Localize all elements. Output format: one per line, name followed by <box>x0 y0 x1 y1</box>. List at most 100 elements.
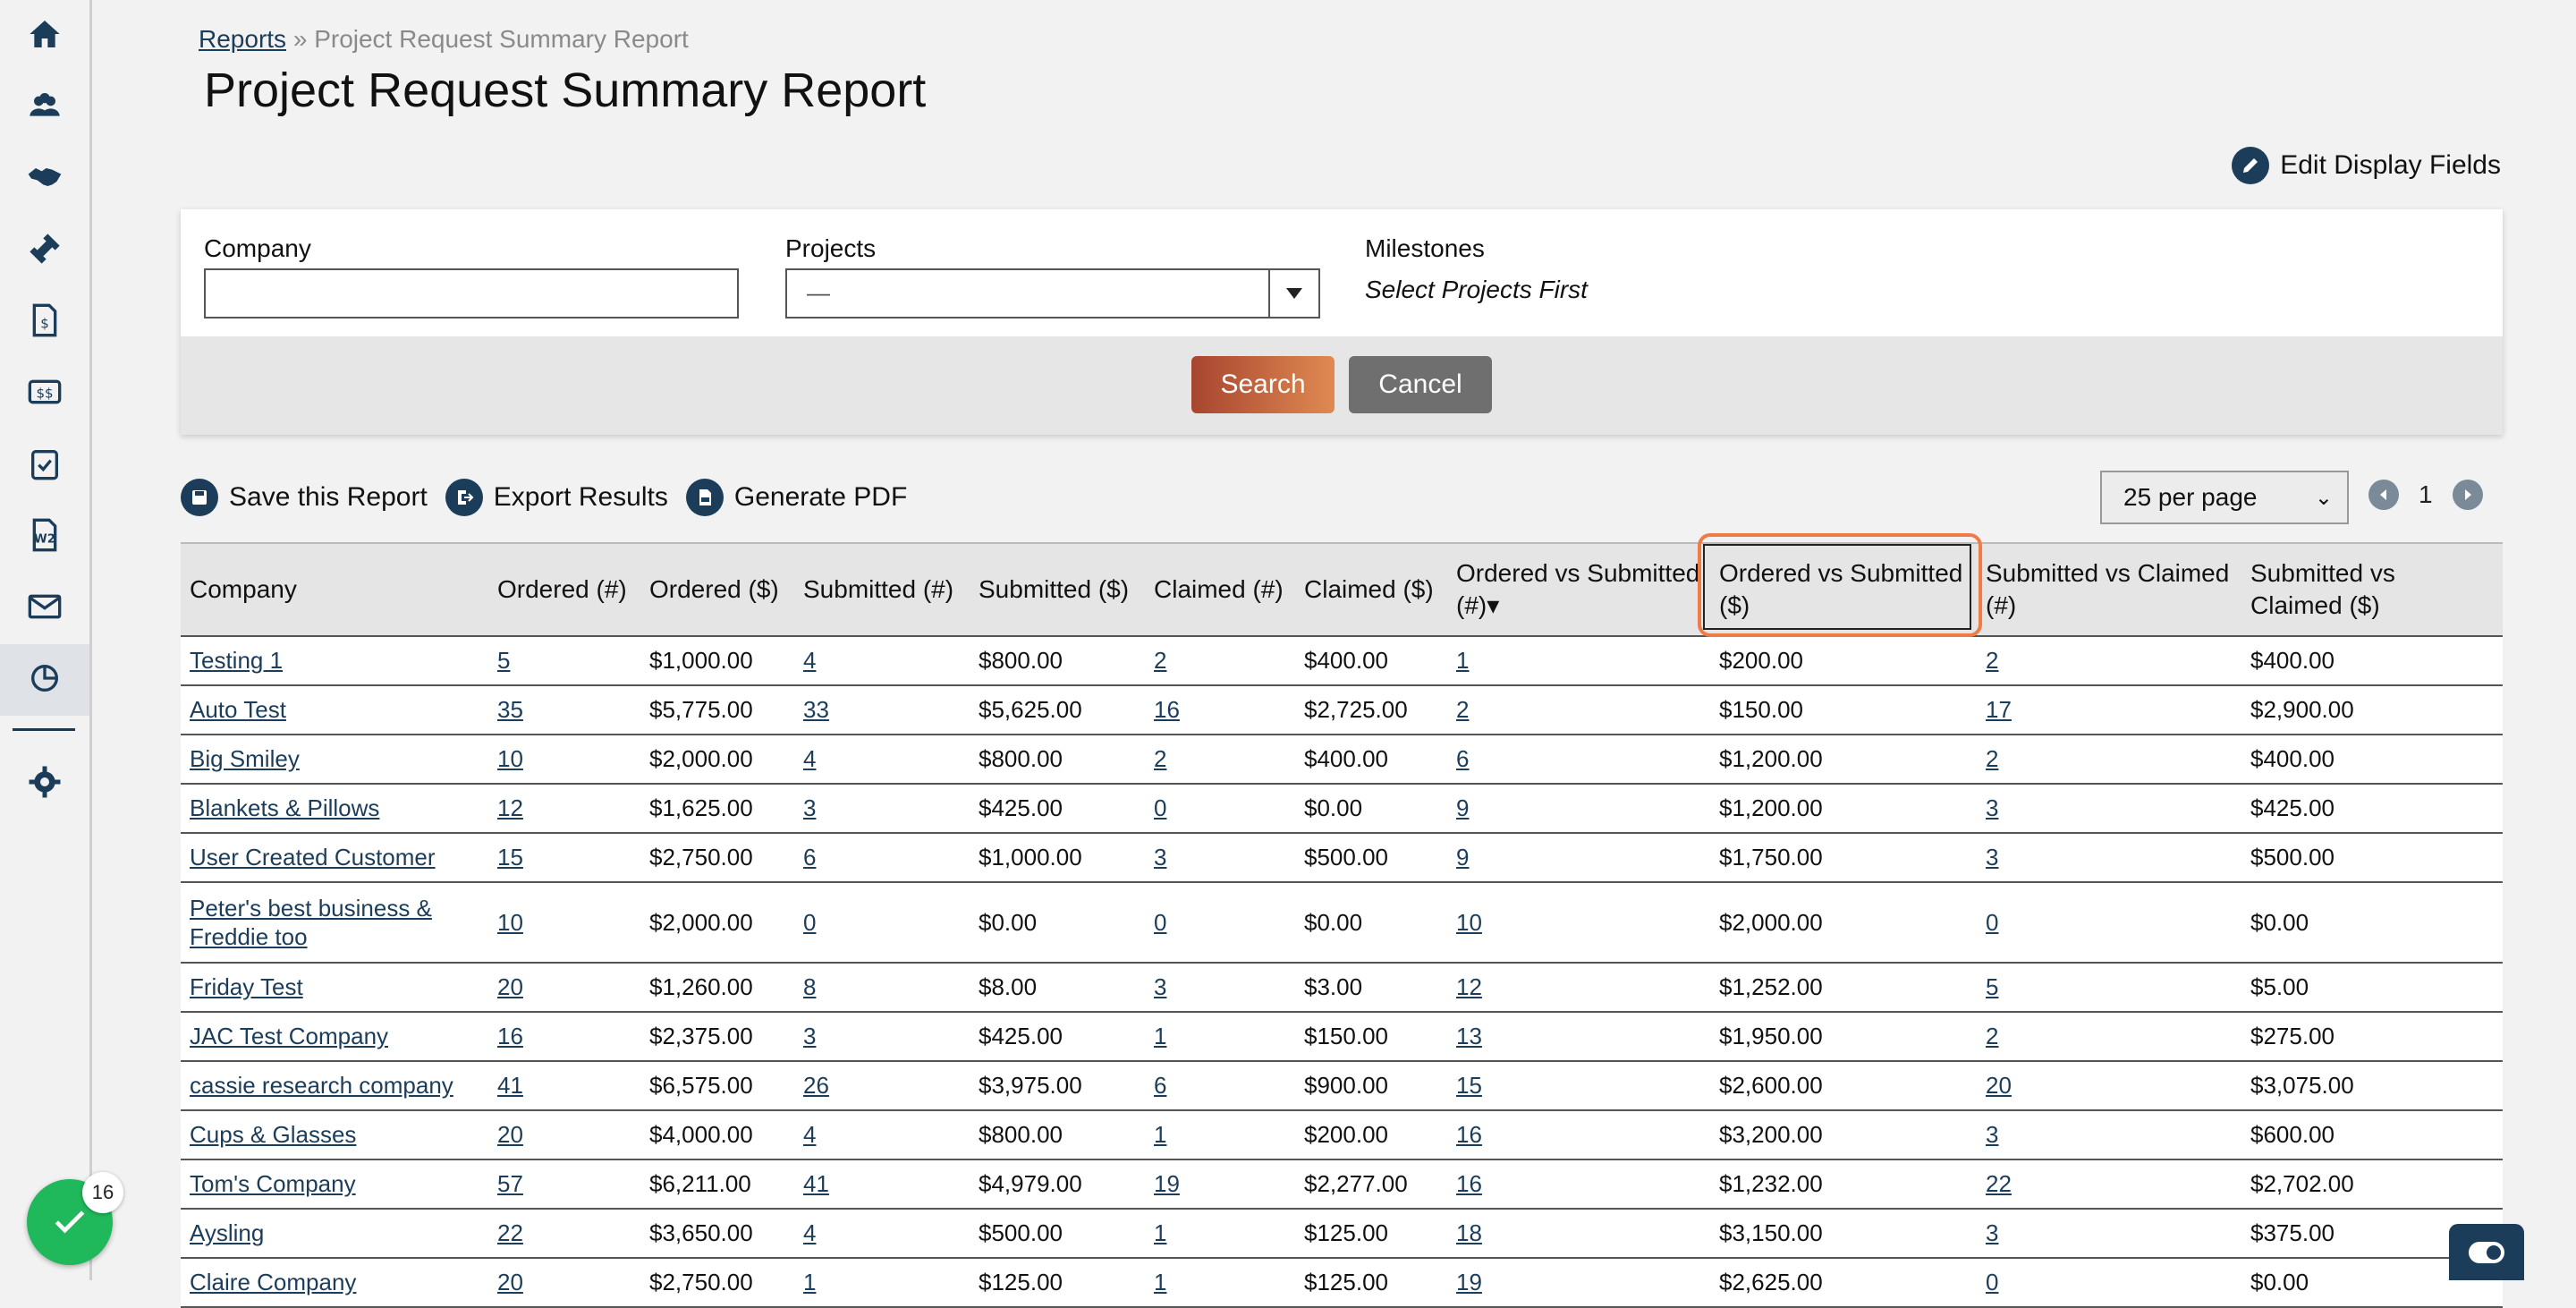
count-link[interactable]: 20 <box>497 973 523 1000</box>
count-link[interactable]: 15 <box>1456 1072 1482 1099</box>
count-link[interactable]: 26 <box>803 1072 829 1099</box>
count-link[interactable]: 8 <box>803 973 817 1000</box>
chat-toggle-button[interactable] <box>2449 1224 2524 1280</box>
count-link[interactable]: 2 <box>1986 745 1999 772</box>
column-header-ordered-count[interactable]: Ordered (#) <box>488 542 640 637</box>
company-link[interactable]: Big Smiley <box>190 745 300 772</box>
count-link[interactable]: 3 <box>803 1023 817 1049</box>
count-link[interactable]: 5 <box>497 647 511 674</box>
generate-pdf-button[interactable]: Generate PDF <box>685 479 907 516</box>
handshake-icon[interactable] <box>25 157 64 197</box>
count-link[interactable]: 3 <box>1986 1121 1999 1148</box>
column-header-ordered-vs-submitted-amount[interactable]: Ordered vs Submitted ($) <box>1710 542 1977 637</box>
count-link[interactable]: 17 <box>1986 696 2012 723</box>
count-link[interactable]: 0 <box>1986 909 1999 936</box>
count-link[interactable]: 1 <box>1154 1269 1167 1295</box>
count-link[interactable]: 6 <box>1456 745 1470 772</box>
company-link[interactable]: User Created Customer <box>190 844 436 871</box>
count-link[interactable]: 3 <box>803 794 817 821</box>
next-page-icon[interactable] <box>2452 480 2483 510</box>
count-link[interactable]: 3 <box>1986 1219 1999 1246</box>
count-link[interactable]: 16 <box>1456 1170 1482 1197</box>
previous-page-icon[interactable] <box>2368 480 2399 510</box>
count-link[interactable]: 0 <box>803 909 817 936</box>
cancel-button[interactable]: Cancel <box>1349 356 1492 413</box>
company-link[interactable]: Auto Test <box>190 696 286 723</box>
count-link[interactable]: 22 <box>497 1219 523 1246</box>
projects-select[interactable]: — <box>785 268 1320 319</box>
count-link[interactable]: 10 <box>1456 909 1482 936</box>
company-input[interactable] <box>204 268 739 319</box>
mail-icon[interactable] <box>25 587 64 626</box>
count-link[interactable]: 10 <box>497 745 523 772</box>
save-report-button[interactable]: Save this Report <box>181 479 428 516</box>
count-link[interactable]: 3 <box>1154 844 1167 871</box>
count-link[interactable]: 2 <box>1986 1023 1999 1049</box>
count-link[interactable]: 41 <box>803 1170 829 1197</box>
count-link[interactable]: 9 <box>1456 794 1470 821</box>
column-header-submitted-vs-claimed-count[interactable]: Submitted vs Claimed (#) <box>1977 542 2241 637</box>
count-link[interactable]: 0 <box>1154 794 1167 821</box>
count-link[interactable]: 2 <box>1986 647 1999 674</box>
gear-icon[interactable] <box>25 762 64 802</box>
payments-icon[interactable]: $$ <box>25 372 64 412</box>
count-link[interactable]: 16 <box>1154 696 1180 723</box>
count-link[interactable]: 0 <box>1154 909 1167 936</box>
count-link[interactable]: 20 <box>497 1269 523 1295</box>
ticket-icon[interactable] <box>25 229 64 268</box>
count-link[interactable]: 41 <box>497 1072 523 1099</box>
count-link[interactable]: 2 <box>1154 647 1167 674</box>
count-link[interactable]: 16 <box>497 1023 523 1049</box>
count-link[interactable]: 3 <box>1154 973 1167 1000</box>
chevron-down-icon[interactable] <box>1268 270 1318 317</box>
count-link[interactable]: 13 <box>1456 1023 1482 1049</box>
count-link[interactable]: 19 <box>1456 1269 1482 1295</box>
column-header-submitted-vs-claimed-amount[interactable]: Submitted vs Claimed ($) <box>2241 542 2503 637</box>
export-results-button[interactable]: Export Results <box>445 479 668 516</box>
company-link[interactable]: Cups & Glasses <box>190 1121 357 1148</box>
count-link[interactable]: 6 <box>1154 1072 1167 1099</box>
count-link[interactable]: 57 <box>497 1170 523 1197</box>
count-link[interactable]: 5 <box>1986 973 1999 1000</box>
breadcrumb-reports-link[interactable]: Reports <box>199 25 287 53</box>
w2-form-icon[interactable]: W2 <box>25 515 64 555</box>
column-header-claimed-count[interactable]: Claimed (#) <box>1145 542 1295 637</box>
search-button[interactable]: Search <box>1191 356 1335 413</box>
column-header-ordered-vs-submitted-count[interactable]: Ordered vs Submitted (#)▾ <box>1447 542 1710 637</box>
count-link[interactable]: 33 <box>803 696 829 723</box>
company-link[interactable]: cassie research company <box>190 1072 453 1099</box>
edit-display-fields-button[interactable]: Edit Display Fields <box>2232 147 2501 184</box>
column-header-company[interactable]: Company <box>181 542 488 637</box>
users-icon[interactable] <box>25 86 64 125</box>
count-link[interactable]: 22 <box>1986 1170 2012 1197</box>
count-link[interactable]: 12 <box>497 794 523 821</box>
count-link[interactable]: 3 <box>1986 794 1999 821</box>
count-link[interactable]: 1 <box>1154 1121 1167 1148</box>
company-link[interactable]: Peter's best business & Freddie too <box>190 895 432 950</box>
column-header-ordered-amount[interactable]: Ordered ($) <box>640 542 794 637</box>
count-link[interactable]: 3 <box>1986 844 1999 871</box>
count-link[interactable]: 1 <box>1456 647 1470 674</box>
reports-chart-icon[interactable] <box>25 658 64 698</box>
company-link[interactable]: Claire Company <box>190 1269 357 1295</box>
company-link[interactable]: Aysling <box>190 1219 265 1246</box>
count-link[interactable]: 4 <box>803 745 817 772</box>
count-link[interactable]: 0 <box>1986 1269 1999 1295</box>
company-link[interactable]: Tom's Company <box>190 1170 356 1197</box>
count-link[interactable]: 12 <box>1456 973 1482 1000</box>
column-header-submitted-amount[interactable]: Submitted ($) <box>970 542 1145 637</box>
column-header-claimed-amount[interactable]: Claimed ($) <box>1295 542 1447 637</box>
count-link[interactable]: 1 <box>1154 1023 1167 1049</box>
count-link[interactable]: 1 <box>1154 1219 1167 1246</box>
count-link[interactable]: 20 <box>497 1121 523 1148</box>
count-link[interactable]: 16 <box>1456 1121 1482 1148</box>
company-link[interactable]: Blankets & Pillows <box>190 794 380 821</box>
count-link[interactable]: 4 <box>803 1219 817 1246</box>
count-link[interactable]: 4 <box>803 647 817 674</box>
count-link[interactable]: 10 <box>497 909 523 936</box>
invoice-icon[interactable]: $ <box>25 301 64 340</box>
company-link[interactable]: Friday Test <box>190 973 303 1000</box>
count-link[interactable]: 19 <box>1154 1170 1180 1197</box>
home-icon[interactable] <box>25 14 64 54</box>
column-header-submitted-count[interactable]: Submitted (#) <box>794 542 970 637</box>
